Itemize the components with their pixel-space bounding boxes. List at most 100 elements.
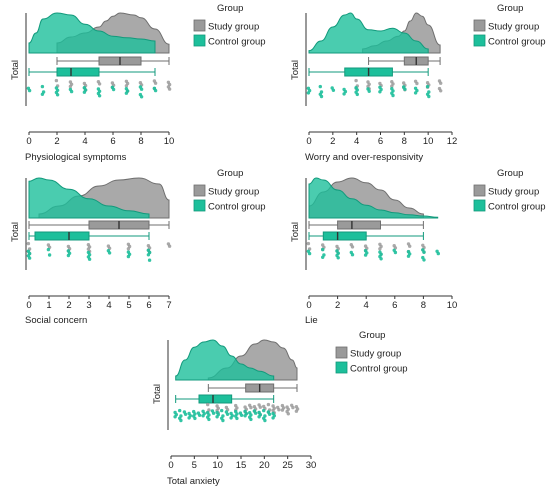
x-tick-label: 2 (330, 136, 335, 147)
x-tick-label: 2 (335, 300, 340, 311)
legend-swatch-study (193, 184, 206, 197)
panel-3: Total 0 1 2 3 4 5 6 7 Social concern Group Study gr… (10, 168, 266, 326)
data-point (321, 247, 325, 252)
x-tick-label: 6 (392, 300, 397, 311)
iqr-box (56, 67, 100, 77)
study-boxplot-2 (368, 56, 441, 66)
control-points-1 (26, 84, 158, 99)
legend-3: Group Study group Control group (193, 168, 266, 213)
data-point (139, 87, 144, 91)
data-point (215, 415, 219, 419)
legend-label-study: Study group (208, 187, 259, 198)
data-point (27, 88, 32, 93)
data-point (146, 253, 151, 257)
data-point (318, 84, 322, 89)
data-point (40, 84, 45, 89)
x-tick-label: 8 (138, 136, 143, 147)
control-density-1 (28, 12, 156, 54)
data-point (40, 92, 45, 97)
data-point (253, 411, 258, 415)
control-points-4 (306, 247, 440, 262)
x-tick-label: 4 (364, 300, 369, 311)
control-boxplot-1 (28, 67, 156, 77)
legend-label-study: Study group (488, 22, 539, 33)
x-tick-label: 0 (26, 136, 31, 147)
data-point (197, 413, 202, 417)
data-point (378, 90, 382, 94)
x-tick-label: 10 (212, 460, 223, 471)
y-axis-label: Total (152, 384, 163, 404)
data-point (107, 251, 112, 255)
data-point (277, 408, 281, 412)
data-point (111, 87, 116, 92)
legend-swatch-study (473, 184, 486, 197)
x-tick-label: 0 (168, 460, 173, 471)
y-axis-label: Total (290, 60, 301, 80)
data-point (422, 258, 426, 262)
y-axis-label: Total (10, 60, 21, 80)
control-density-4 (308, 177, 439, 219)
data-point (415, 81, 419, 86)
legend-label-study: Study group (488, 187, 539, 198)
x-tick-label: 5 (126, 300, 131, 311)
legend-swatch-study (193, 19, 206, 32)
x-axis-label: Social concern (25, 315, 87, 326)
data-point (207, 417, 211, 422)
data-point (439, 81, 443, 85)
legend-title: Group (359, 330, 385, 341)
data-point (225, 412, 230, 416)
data-point (367, 89, 371, 94)
data-point (378, 247, 382, 251)
legend-swatch-study (335, 346, 348, 359)
legend-title: Group (217, 168, 243, 179)
panel-2: Total 0 2 4 6 8 10 12 Worry and over-responsivit… (290, 3, 546, 163)
data-point (221, 418, 225, 423)
data-point (422, 250, 426, 254)
legend-label-control: Control group (488, 202, 546, 213)
data-point (87, 257, 92, 261)
data-point (408, 244, 412, 248)
iqr-box (34, 231, 90, 241)
study-boxplot-5 (207, 383, 298, 393)
data-point (391, 93, 395, 98)
legend-label-control: Control group (208, 37, 266, 48)
panel-1: Total 0 2 4 6 8 10 Physiological symptoms Group S… (10, 3, 266, 163)
study-boxplot-3 (28, 220, 170, 230)
study-boxplot-1 (56, 56, 170, 66)
control-points-2 (306, 84, 431, 99)
data-point (243, 414, 247, 418)
data-point (183, 412, 188, 416)
x-axis-label: Worry and over-responsivity (305, 152, 423, 163)
x-axis-label: Total anxiety (167, 476, 220, 487)
data-point (336, 256, 340, 260)
legend-label-control: Control group (350, 364, 408, 375)
legend-swatch-control (193, 34, 206, 47)
legend-5: Group Study group Control group (335, 330, 408, 375)
data-point (97, 82, 102, 86)
legend-title: Group (217, 3, 243, 14)
data-point (211, 411, 216, 415)
x-tick-label: 0 (26, 300, 31, 311)
data-point (187, 416, 191, 420)
data-point (68, 84, 73, 89)
x-tick-label: 2 (66, 300, 71, 311)
legend-swatch-study (473, 19, 486, 32)
data-point (66, 253, 71, 258)
x-tick-label: 10 (423, 136, 434, 147)
x-tick-label: 10 (164, 136, 175, 147)
legend-title: Group (497, 3, 523, 14)
data-point (179, 418, 183, 423)
data-point (249, 405, 253, 410)
data-point (82, 90, 87, 94)
data-point (47, 253, 52, 257)
legend-swatch-control (473, 34, 486, 47)
iqr-box (322, 231, 367, 241)
data-point (342, 92, 346, 96)
data-point (69, 89, 74, 94)
x-tick-label: 10 (447, 300, 458, 311)
data-point (147, 258, 152, 262)
data-point (331, 88, 336, 93)
x-axis-label: Physiological symptoms (25, 152, 127, 163)
legend-title: Group (497, 168, 523, 179)
data-point (393, 250, 398, 255)
